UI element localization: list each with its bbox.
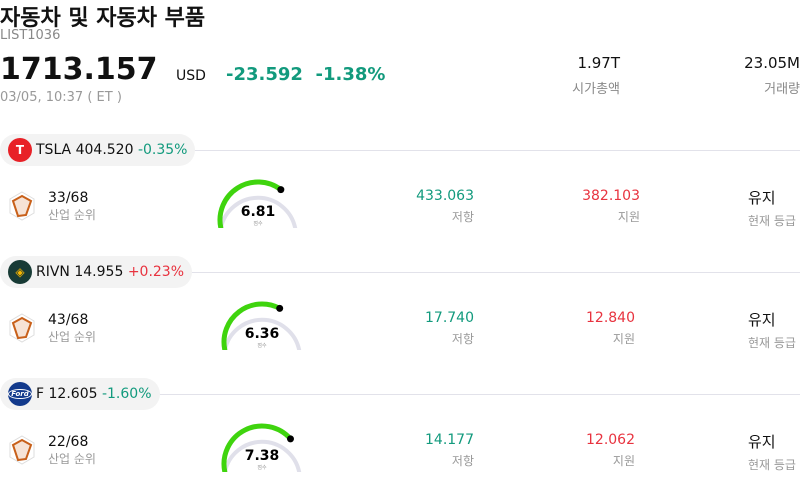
resistance-label: 저항 [451, 210, 474, 224]
list-code: LIST1036 [0, 28, 61, 43]
resistance: 17.740 저항 [425, 310, 474, 347]
stock-change: -1.60% [101, 386, 152, 402]
support-value: 12.840 [586, 310, 635, 326]
score-value: 7.38 [245, 448, 280, 464]
score-value: 6.36 [245, 326, 280, 342]
radar-chart-icon [9, 313, 35, 343]
stock-price: 404.520 [75, 142, 134, 158]
support-label: 지원 [612, 332, 635, 346]
resistance-value: 433.063 [416, 188, 474, 204]
rating-label: 현재 등급 [748, 336, 796, 350]
rating-value: 유지 [748, 433, 776, 451]
rivian-logo-icon: ◈ [8, 260, 32, 284]
gauge-marker [286, 435, 294, 443]
support-value: 382.103 [582, 188, 640, 204]
volume: 23.05M 거래량 [744, 54, 800, 97]
timestamp: 03/05, 10:37 ( ET ) [0, 90, 122, 105]
resistance-value: 17.740 [425, 310, 474, 326]
score-gauge: 6.81 점수 [217, 179, 298, 228]
score-value: 6.81 [241, 204, 276, 220]
stock-change: -0.35% [137, 142, 188, 158]
volume-value: 23.05M [744, 54, 800, 72]
radar-chart-icon [9, 191, 35, 221]
rank-label: 산업 순위 [48, 452, 96, 466]
ford-logo-icon: Ford [8, 382, 32, 406]
stock-price: 14.955 [74, 264, 124, 280]
resistance-label: 저항 [451, 454, 474, 468]
score-gauge: 6.36 점수 [221, 301, 302, 350]
support: 12.062 지원 [586, 432, 635, 469]
market-cap: 1.97T 시가총액 [572, 54, 620, 97]
price-change: -23.592 -1.38% [226, 64, 385, 85]
support: 12.840 지원 [586, 310, 635, 347]
rating-value: 유지 [748, 189, 776, 207]
score-label: 점수 [257, 464, 267, 471]
stock-change: +0.23% [127, 264, 185, 280]
divider [150, 150, 800, 151]
rank-value: 43/68 [48, 312, 89, 328]
market-cap-label: 시가총액 [572, 82, 620, 97]
currency: USD [176, 68, 206, 84]
support: 382.103 지원 [582, 188, 640, 225]
resistance: 14.177 저항 [425, 432, 474, 469]
rating-value: 유지 [748, 311, 776, 329]
ticker: TSLA [36, 142, 72, 158]
ticker: RIVN [36, 264, 70, 280]
industry-rank: 33/68 산업 순위 [48, 190, 96, 223]
divider [150, 394, 800, 395]
stock-chip-tsla[interactable]: T TSLA 404.520 -0.35% [0, 134, 196, 166]
volume-label: 거래량 [764, 82, 800, 97]
gauge-track [218, 195, 298, 228]
gauge-fill [221, 423, 293, 472]
score-label: 점수 [253, 220, 263, 227]
resistance-value: 14.177 [425, 432, 474, 448]
rank-label: 산업 순위 [48, 208, 96, 222]
support-value: 12.062 [586, 432, 635, 448]
industry-rank: 43/68 산업 순위 [48, 312, 96, 345]
market-cap-value: 1.97T [577, 54, 620, 72]
ticker: F [36, 386, 45, 402]
rank-value: 22/68 [48, 434, 89, 450]
change-value: -23.592 [226, 64, 303, 85]
resistance: 433.063 저항 [416, 188, 474, 225]
gauge-fill [221, 301, 283, 350]
page-title: 자동차 및 자동차 부품 [0, 6, 206, 31]
support-label: 지원 [612, 454, 635, 468]
gauge-track [222, 439, 302, 472]
change-percent: -1.38% [315, 64, 386, 85]
support-label: 지원 [617, 210, 640, 224]
gauge-marker [276, 304, 284, 312]
score-gauge: 7.38 점수 [221, 423, 302, 472]
gauge-marker [277, 186, 285, 194]
score-label: 점수 [257, 342, 267, 349]
rank-label: 산업 순위 [48, 330, 96, 344]
radar-chart-icon [9, 435, 35, 465]
tesla-logo-icon: T [8, 138, 32, 162]
rank-value: 33/68 [48, 190, 89, 206]
rating-label: 현재 등급 [748, 458, 796, 472]
resistance-label: 저항 [451, 332, 474, 346]
index-price: 1713.157 [0, 52, 158, 87]
stock-chip-f[interactable]: Ford F 12.605 -1.60% [0, 378, 160, 410]
divider [150, 272, 800, 273]
gauge-track [222, 317, 302, 350]
gauge-fill [217, 179, 284, 228]
stock-chip-rivn[interactable]: ◈ RIVN 14.955 +0.23% [0, 256, 193, 288]
industry-rank: 22/68 산업 순위 [48, 434, 96, 467]
stock-price: 12.605 [48, 386, 98, 402]
rating-label: 현재 등급 [748, 214, 796, 228]
